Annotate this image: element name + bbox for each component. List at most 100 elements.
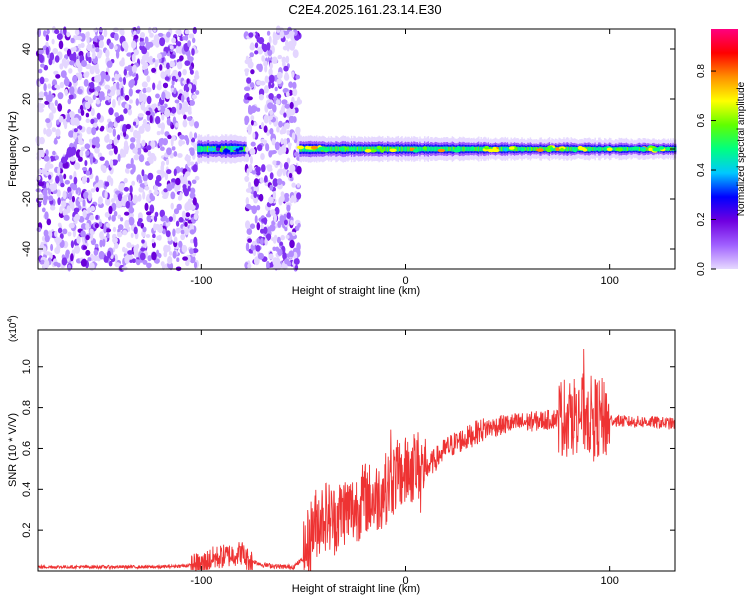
noise-cell [122, 246, 126, 253]
band-inner [450, 146, 452, 152]
noise-cell [245, 92, 250, 98]
noise-cell [36, 226, 42, 233]
noise-cell [44, 100, 50, 105]
noise-cell [296, 165, 302, 175]
noise-cell [248, 32, 254, 38]
x-tick-label: -100 [190, 575, 212, 587]
noise-cell [245, 220, 251, 230]
noise-cell [84, 95, 90, 101]
noise-cell [85, 112, 90, 118]
noise-cell [71, 202, 75, 212]
noise-cell [42, 189, 48, 197]
band-inner [385, 146, 388, 152]
band-hotspot [412, 149, 420, 153]
band-inner [317, 146, 319, 152]
band-inner [604, 146, 606, 152]
noise-cell [269, 62, 273, 70]
band-inner [332, 146, 335, 152]
snr-marks [37, 348, 676, 571]
noise-cell [48, 112, 54, 121]
noise-cell [57, 103, 63, 112]
x-tick-label: -100 [190, 275, 212, 287]
noise-cell [119, 114, 124, 122]
noise-cell [272, 191, 277, 200]
noise-cell [133, 49, 139, 56]
noise-cell [131, 180, 136, 186]
noise-cell [163, 188, 168, 193]
noise-cell [261, 55, 265, 62]
noise-cell [276, 93, 282, 99]
noise-cell [161, 263, 166, 271]
noise-cell [296, 99, 303, 105]
band-inner [354, 146, 356, 152]
noise-cell [275, 160, 281, 166]
band-hotspot [376, 145, 382, 150]
band-inner [402, 146, 404, 152]
band-inner [500, 146, 503, 152]
noise-cell [80, 109, 85, 116]
noise-cell [83, 79, 89, 87]
noise-cell [249, 155, 253, 165]
noise-cell [57, 222, 62, 228]
noise-cell [184, 35, 189, 41]
noise-cell [100, 165, 107, 172]
noise-cell [37, 48, 44, 55]
noise-cell [248, 163, 253, 173]
noise-cell [146, 215, 152, 223]
noise-cell [117, 134, 121, 141]
noise-cell [66, 205, 71, 214]
band-inner [347, 146, 349, 152]
noise-cell [177, 195, 182, 201]
noise-cell [277, 54, 283, 60]
noise-cell [189, 204, 196, 211]
noise-cell [128, 88, 133, 97]
noise-cell [56, 262, 61, 268]
band-inner [389, 146, 391, 152]
noise-cell [284, 72, 289, 79]
noise-cell [63, 26, 67, 35]
noise-cell [144, 36, 149, 45]
noise-cell [276, 178, 283, 186]
band-inner [526, 147, 528, 151]
noise-cell [48, 188, 51, 195]
noise-cell [141, 139, 146, 147]
snr-series-line [37, 348, 676, 571]
band-inner [599, 146, 601, 152]
noise-cell [279, 162, 283, 169]
band-inner [564, 147, 566, 151]
noise-cell [294, 151, 299, 157]
band-inner [571, 146, 574, 152]
noise-cell [278, 120, 283, 128]
band-inner [443, 146, 445, 152]
band-inner [359, 146, 361, 152]
noise-cell [192, 37, 196, 44]
noise-cell [289, 239, 295, 249]
band-hotspot [207, 147, 216, 152]
band-inner [595, 147, 598, 151]
noise-cell [276, 236, 281, 244]
noise-cell [115, 190, 121, 195]
band-hotspot [648, 147, 653, 152]
noise-cell [269, 128, 274, 135]
noise-cell [184, 221, 188, 227]
noise-cell [89, 214, 95, 221]
x-tick-label: 0 [402, 575, 408, 587]
snr-frame [37, 329, 676, 572]
noise-cell [192, 197, 197, 206]
noise-cell [138, 194, 142, 202]
noise-cell [177, 61, 182, 69]
noise-cell [175, 220, 180, 227]
noise-cell [149, 32, 154, 38]
noise-cell [286, 129, 290, 136]
noise-cell [84, 101, 91, 110]
noise-cell [73, 207, 80, 213]
noise-cell [246, 228, 253, 235]
noise-cell [107, 89, 111, 94]
noise-cell [107, 250, 111, 259]
noise-cell [65, 250, 70, 259]
noise-cell [90, 118, 95, 125]
noise-cell [175, 41, 182, 47]
noise-cell [184, 227, 189, 236]
noise-cell [132, 164, 136, 173]
noise-cell [39, 54, 44, 63]
